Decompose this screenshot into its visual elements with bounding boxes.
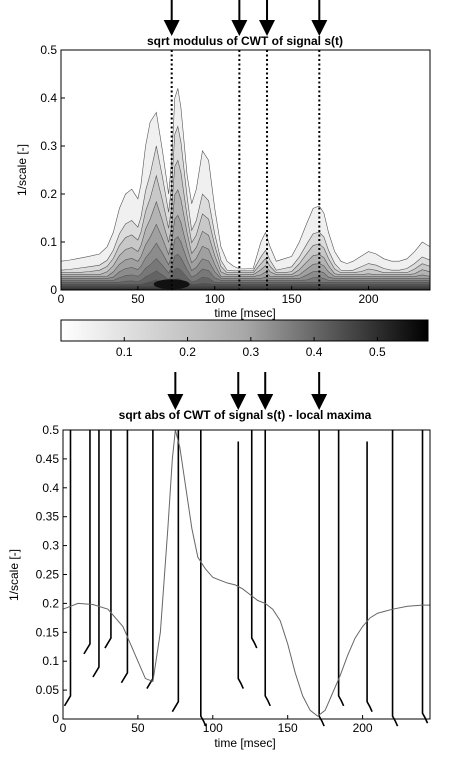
chart2-xlabel: time [msec] xyxy=(214,736,275,750)
y-tick-label: 0 xyxy=(52,712,59,726)
y-tick-label: 0.4 xyxy=(42,481,59,495)
chart2-markers xyxy=(167,372,328,410)
maxima-line xyxy=(171,430,180,713)
x-tick-label: 50 xyxy=(131,292,145,306)
x-tick-label: 50 xyxy=(131,721,145,735)
chart2-background xyxy=(63,430,430,719)
maxima-line xyxy=(318,430,325,727)
x-tick-label: 100 xyxy=(203,721,223,735)
x-tick-label: 0 xyxy=(60,721,67,735)
chart1-plot xyxy=(60,49,431,291)
chart1-yticks: 0 0.1 0.2 0.3 0.4 0.5 xyxy=(40,43,65,297)
x-tick-label: 100 xyxy=(205,292,225,306)
y-tick-label: 0.2 xyxy=(42,596,59,610)
chart2-yticks: 0 0.05 0.1 0.15 0.2 0.25 0.3 0.35 0.4 0.45 0.5 xyxy=(36,423,67,726)
y-tick-label: 0.3 xyxy=(40,139,57,153)
contour-chart: sqrt modulus of CWT of signal s(t) 0 50 10… xyxy=(15,0,431,320)
maxima-line xyxy=(264,430,271,707)
chart2-plot xyxy=(62,429,431,727)
y-tick-label: 0.45 xyxy=(36,452,60,466)
maxima-line xyxy=(421,430,429,724)
chart1-ylabel: 1/scale [-] xyxy=(15,144,29,196)
maxima-line xyxy=(83,430,91,655)
colorbar: 0.1 0.2 0.3 0.4 0.5 xyxy=(60,319,429,359)
colorbar-tick-label: 0.3 xyxy=(242,345,259,359)
y-tick-label: 0.3 xyxy=(42,539,59,553)
maxima-line xyxy=(200,430,207,727)
maxima-line xyxy=(391,430,399,727)
maxima-line xyxy=(120,430,129,684)
maxima-line xyxy=(237,441,245,689)
maxima-line xyxy=(104,430,112,649)
y-tick-label: 0.1 xyxy=(42,654,59,668)
y-tick-label: 0.1 xyxy=(40,235,57,249)
colorbar-tick-label: 0.5 xyxy=(369,345,386,359)
y-tick-label: 0.35 xyxy=(36,510,60,524)
chart2-ylabel: 1/scale [-] xyxy=(7,549,21,601)
chart1-xlabel: time [msec] xyxy=(214,306,275,320)
y-tick-label: 0.5 xyxy=(40,43,57,57)
maxima-line xyxy=(92,430,100,678)
y-tick-label: 0.5 xyxy=(42,423,59,437)
colorbar-ticks: 0.1 0.2 0.3 0.4 0.5 xyxy=(116,337,386,359)
chart2-title: sqrt abs of CWT of signal s(t) - local m… xyxy=(119,408,372,422)
y-tick-label: 0.25 xyxy=(36,568,60,582)
chart1-frame xyxy=(60,49,431,291)
x-tick-label: 150 xyxy=(278,721,298,735)
chart1-title: sqrt modulus of CWT of signal s(t) xyxy=(147,34,343,48)
x-tick-label: 200 xyxy=(353,721,373,735)
y-tick-label: 0.4 xyxy=(40,91,57,105)
colorbar-tick-label: 0.4 xyxy=(306,345,323,359)
maxima-line xyxy=(337,430,345,707)
chart1-markers xyxy=(163,0,328,36)
maxima-chart: sqrt abs of CWT of signal s(t) - local m… xyxy=(7,372,431,750)
colorbar-tick-label: 0.1 xyxy=(116,345,133,359)
chart2-xticks: 0 50 100 150 200 xyxy=(60,715,373,735)
chart1-xticks: 0 50 100 150 200 xyxy=(58,286,379,306)
y-tick-label: 0 xyxy=(50,283,57,297)
colorbar-tick-label: 0.2 xyxy=(179,345,196,359)
x-tick-label: 200 xyxy=(358,292,378,306)
maxima-line xyxy=(63,430,72,707)
x-tick-label: 0 xyxy=(58,292,65,306)
y-tick-label: 0.2 xyxy=(40,187,57,201)
signal-line xyxy=(62,429,430,717)
x-tick-label: 150 xyxy=(282,292,302,306)
maxima-line xyxy=(250,430,258,649)
y-tick-label: 0.15 xyxy=(36,625,60,639)
colorbar-gradient xyxy=(60,319,429,342)
y-tick-label: 0.05 xyxy=(36,683,60,697)
maxima-line xyxy=(366,441,373,712)
